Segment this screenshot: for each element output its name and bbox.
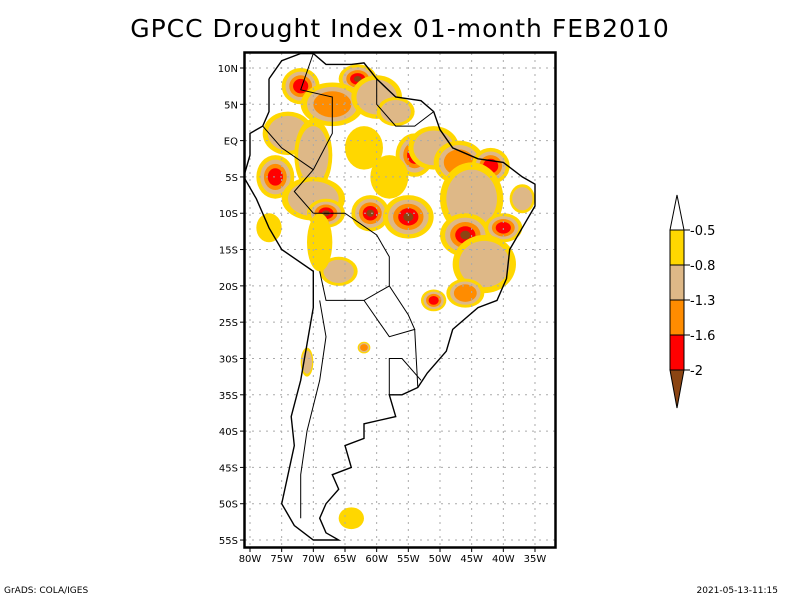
lon-tick-label: 75W [270,554,293,565]
drought-contour [453,284,477,302]
legend-label: -0.8 [690,259,715,274]
drought-contour [338,507,364,530]
drought-contour [360,344,368,352]
legend-swatch [669,299,685,336]
drought-contour [323,259,354,283]
drought-fill-layer [256,64,535,530]
lon-tick-label: 35W [524,554,547,565]
lon-tick-label: 65W [334,554,357,565]
map-frame [243,51,557,549]
coastline-layer [245,53,536,541]
drought-contour [306,213,333,272]
legend-swatch [669,334,685,371]
legend-swatch [669,229,685,266]
legend-label: -2 [690,364,703,379]
lat-tick-label: 30S [219,354,238,365]
drought-contour [512,187,533,211]
drought-contour [298,126,329,185]
country-border [313,212,390,301]
coastline [245,53,536,541]
lat-tick-label: 5S [225,173,238,184]
lon-tick-label: 80W [239,554,262,565]
legend-top-arrow [669,194,685,231]
lat-tick-label: 45S [219,463,238,474]
country-border [376,78,435,127]
drought-contour [353,75,362,82]
colorbar-legend: -0.5 -0.8 -1.3 -1.6 -2 [669,194,715,409]
lat-tick-label: 10S [219,209,238,220]
lon-tick-label: 70W [302,554,325,565]
longitude-axis: 80W 75W 70W 65W 60W 55W 50W 45W 40W 35W [239,547,547,565]
drought-contour [366,209,375,217]
drought-contour [460,230,471,240]
lat-tick-label: 55S [219,536,238,547]
drought-contour [458,240,510,288]
drought-contour [267,168,283,186]
drought-contour [293,78,309,94]
lon-tick-label: 55W [397,554,420,565]
lon-tick-label: 40W [492,554,515,565]
lat-tick-label: 15S [219,246,238,257]
drought-contour [344,126,383,170]
latitude-axis: 10N 5N EQ 5S 10S 15S 20S 25S 30S 35S 40S 45S 50S 55S [218,64,245,547]
country-border [388,358,422,395]
legend-bottom-arrow [669,369,685,409]
legend-label: -1.6 [690,329,715,344]
drought-contour [495,221,511,234]
legend-swatch [669,264,685,301]
lat-tick-label: 50S [219,500,238,511]
legend-label: -0.5 [690,224,715,239]
drought-contour [380,99,411,124]
lat-tick-label: 20S [219,282,238,293]
drought-contour [428,296,439,305]
drought-contour [370,155,409,199]
lat-tick-label: 10N [218,64,238,75]
lat-tick-label: 25S [219,318,238,329]
lon-tick-label: 60W [365,554,388,565]
lat-tick-label: EQ [224,137,238,148]
country-border [300,300,327,519]
country-border [414,329,419,388]
chart-title: GPCC Drought Index 01-month FEB2010 [130,14,670,43]
timestamp: 2021-05-13-11:15 [696,586,779,596]
lon-tick-label: 45W [460,554,483,565]
country-border [262,125,314,171]
lon-tick-label: 50W [429,554,452,565]
grads-credit: GrADS: COLA/IGES [4,586,89,596]
legend-label: -1.3 [690,294,715,309]
country-border [293,53,333,214]
drought-contour [403,212,414,222]
lat-tick-label: 40S [219,427,238,438]
country-border [363,285,416,338]
lat-tick-label: 35S [219,391,238,402]
lat-tick-label: 5N [224,100,238,111]
